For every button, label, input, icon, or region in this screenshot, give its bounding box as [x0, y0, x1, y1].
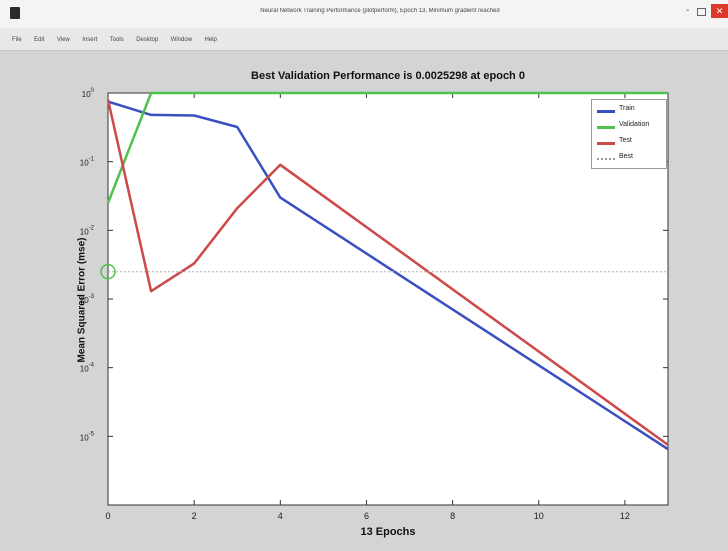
legend-swatch-validation: [597, 126, 615, 129]
legend-entry-validation: Validation: [592, 119, 666, 134]
x-tick-label: 8: [450, 511, 455, 521]
x-tick-label: 10: [534, 511, 544, 521]
matlab-figure-icon: [10, 7, 20, 19]
y-tick-label: 100: [82, 88, 95, 99]
plot-area: [107, 92, 669, 506]
x-tick-label: 2: [192, 511, 197, 521]
x-tick-label: 0: [105, 511, 110, 521]
menu-file[interactable]: File: [12, 37, 22, 43]
menu-view[interactable]: View: [56, 37, 70, 43]
x-axis-label: 13 Epochs: [360, 526, 416, 538]
legend-label-validation: Validation: [619, 121, 650, 128]
maximize-button[interactable]: [697, 8, 706, 16]
x-tick-label: 4: [278, 511, 283, 521]
legend-swatch-best: [597, 158, 615, 160]
legend-entry-best: Best: [592, 151, 666, 166]
y-tick-label: 10-4: [80, 363, 95, 374]
window-title: Neural Network Training Performance (plo…: [260, 8, 500, 14]
legend-label-test: Test: [619, 137, 632, 144]
close-button[interactable]: ✕: [711, 4, 728, 18]
y-tick-label: 10-2: [80, 225, 95, 236]
menu-insert[interactable]: Insert: [82, 37, 98, 43]
menu-window[interactable]: Window: [170, 37, 193, 43]
legend-entry-test: Test: [592, 135, 666, 150]
performance-chart: 0 2 4 6 8 10 12 100 10-1 10-2 10-3 10-4 10-5: [80, 88, 669, 521]
menu-edit[interactable]: Edit: [34, 37, 45, 43]
chart-legend: Train Validation Test Best: [591, 99, 667, 169]
legend-swatch-train: [597, 110, 615, 113]
window-titlebar: Neural Network Training Performance (plo…: [0, 0, 728, 29]
series-line-test: [106, 99, 669, 446]
x-tick-label: 6: [364, 511, 369, 521]
legend-entry-train: Train: [592, 103, 666, 118]
legend-label-best: Best: [619, 153, 634, 160]
menu-bar: File Edit View Insert Tools Desktop Wind…: [0, 28, 728, 51]
menu-tools[interactable]: Tools: [109, 37, 124, 43]
menu-desktop[interactable]: Desktop: [136, 37, 159, 43]
y-tick-label: 10-3: [80, 294, 95, 305]
menu-help[interactable]: Help: [204, 37, 217, 43]
series-line-validation: [106, 91, 668, 204]
x-tick-label: 12: [620, 511, 630, 521]
best-point-marker: [100, 263, 116, 280]
legend-swatch-test: [597, 142, 615, 145]
legend-label-train: Train: [619, 105, 635, 112]
y-tick-label: 10-1: [80, 157, 95, 168]
y-tick-label: 10-5: [80, 431, 95, 442]
chart-title: Best Validation Performance is 0.0025298…: [251, 70, 525, 82]
y-axis-label: Mean Squared Error (mse): [76, 237, 88, 363]
minimize-button[interactable]: -: [686, 5, 690, 16]
